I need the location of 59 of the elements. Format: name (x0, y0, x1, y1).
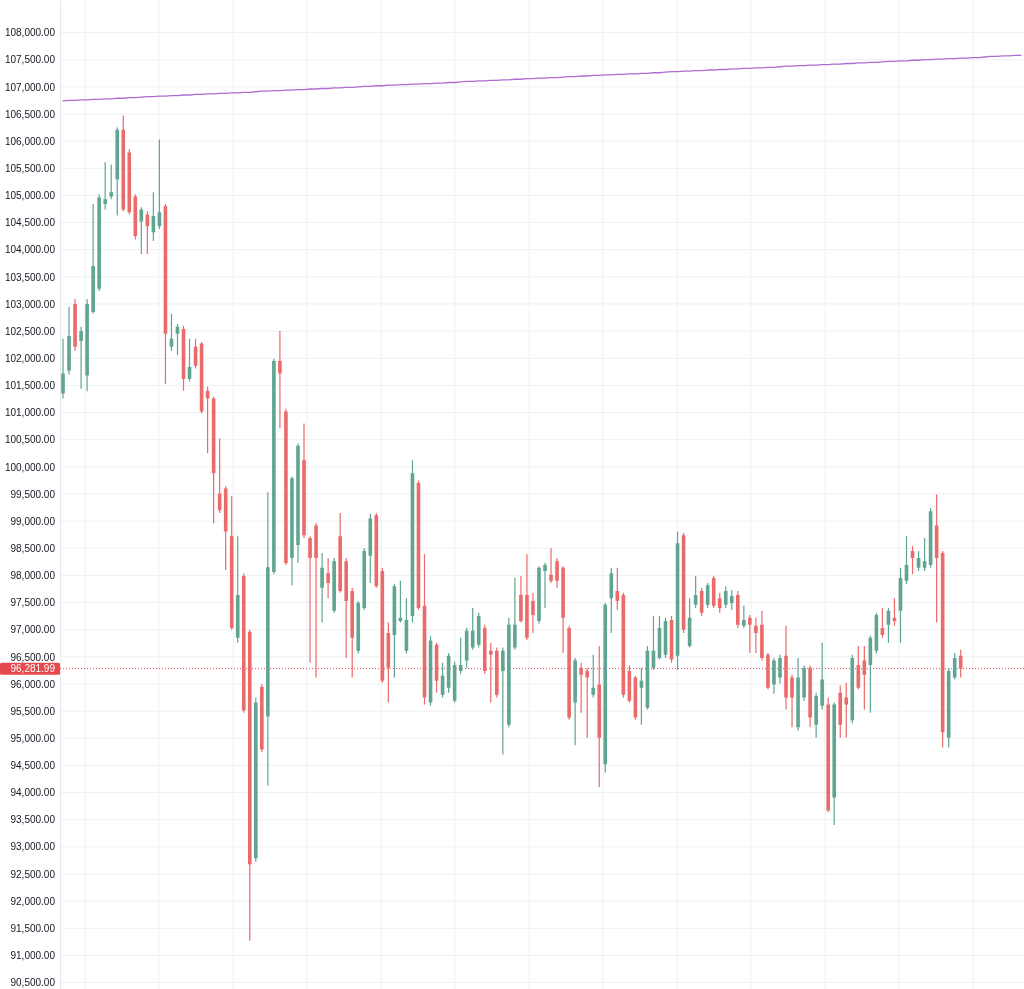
y-tick-label: 93,000.00 (10, 841, 56, 853)
y-tick-label: 97,500.00 (10, 597, 56, 609)
y-tick-label: 99,500.00 (10, 488, 56, 500)
candlestick (772, 657, 776, 694)
ref-line-label: 96,281.99 (10, 663, 56, 675)
candlestick (525, 554, 529, 640)
y-tick-label: 98,000.00 (10, 570, 56, 582)
y-tick-label: 105,500.00 (4, 162, 56, 174)
y-tick-label: 98,500.00 (10, 542, 56, 554)
candlestick (784, 625, 788, 710)
y-tick-label: 103,500.00 (4, 271, 56, 283)
y-tick-label: 107,000.00 (4, 81, 56, 93)
candlestick (543, 562, 547, 608)
y-tick-label: 94,500.00 (10, 760, 56, 772)
y-tick-label: 103,000.00 (4, 298, 56, 310)
y-tick-label: 90,500.00 (10, 977, 56, 989)
y-tick-label: 101,500.00 (4, 380, 56, 392)
y-tick-label: 108,000.00 (4, 27, 56, 39)
candlestick (290, 476, 294, 586)
y-tick-label: 104,500.00 (4, 217, 56, 229)
y-tick-label: 91,500.00 (10, 922, 56, 934)
y-tick-label: 101,000.00 (4, 407, 56, 419)
y-tick-label: 93,500.00 (10, 814, 56, 826)
candlestick (790, 674, 794, 728)
candlestick (561, 566, 565, 653)
line-series (62, 54, 1022, 102)
candlestick (519, 575, 523, 623)
candlestick (320, 553, 324, 623)
y-tick-label: 106,500.00 (4, 108, 56, 120)
y-tick-label: 95,000.00 (10, 732, 56, 744)
candlestick (531, 592, 535, 633)
candlestick (760, 610, 764, 661)
candlestick (314, 523, 318, 678)
y-tick-label: 92,000.00 (10, 895, 56, 907)
candlestick (278, 331, 282, 429)
candlestick (555, 558, 559, 588)
y-tick-label: 95,500.00 (10, 705, 56, 717)
y-tick-label: 107,500.00 (4, 54, 56, 66)
y-tick-label: 100,500.00 (4, 434, 56, 446)
y-tick-label: 96,500.00 (10, 651, 56, 663)
y-tick-label: 102,000.00 (4, 352, 56, 364)
candlestick (778, 654, 782, 684)
candlestick (67, 306, 71, 375)
y-tick-label: 97,000.00 (10, 624, 56, 636)
candlestick (79, 326, 83, 389)
candlestick (796, 657, 800, 731)
y-tick-label: 91,000.00 (10, 950, 56, 962)
y-tick-label: 105,000.00 (4, 190, 56, 202)
candlestick (549, 548, 553, 583)
y-tick-label: 96,000.00 (10, 678, 56, 690)
y-tick-label: 102,500.00 (4, 325, 56, 337)
y-tick-label: 106,000.00 (4, 135, 56, 147)
y-tick-label: 99,000.00 (10, 515, 56, 527)
y-tick-label: 94,000.00 (10, 787, 56, 799)
y-tick-label: 104,000.00 (4, 244, 56, 256)
candlestick (302, 423, 306, 538)
candlestick (308, 536, 312, 663)
y-tick-label: 92,500.00 (10, 868, 56, 880)
y-tick-label: 100,000.00 (4, 461, 56, 473)
